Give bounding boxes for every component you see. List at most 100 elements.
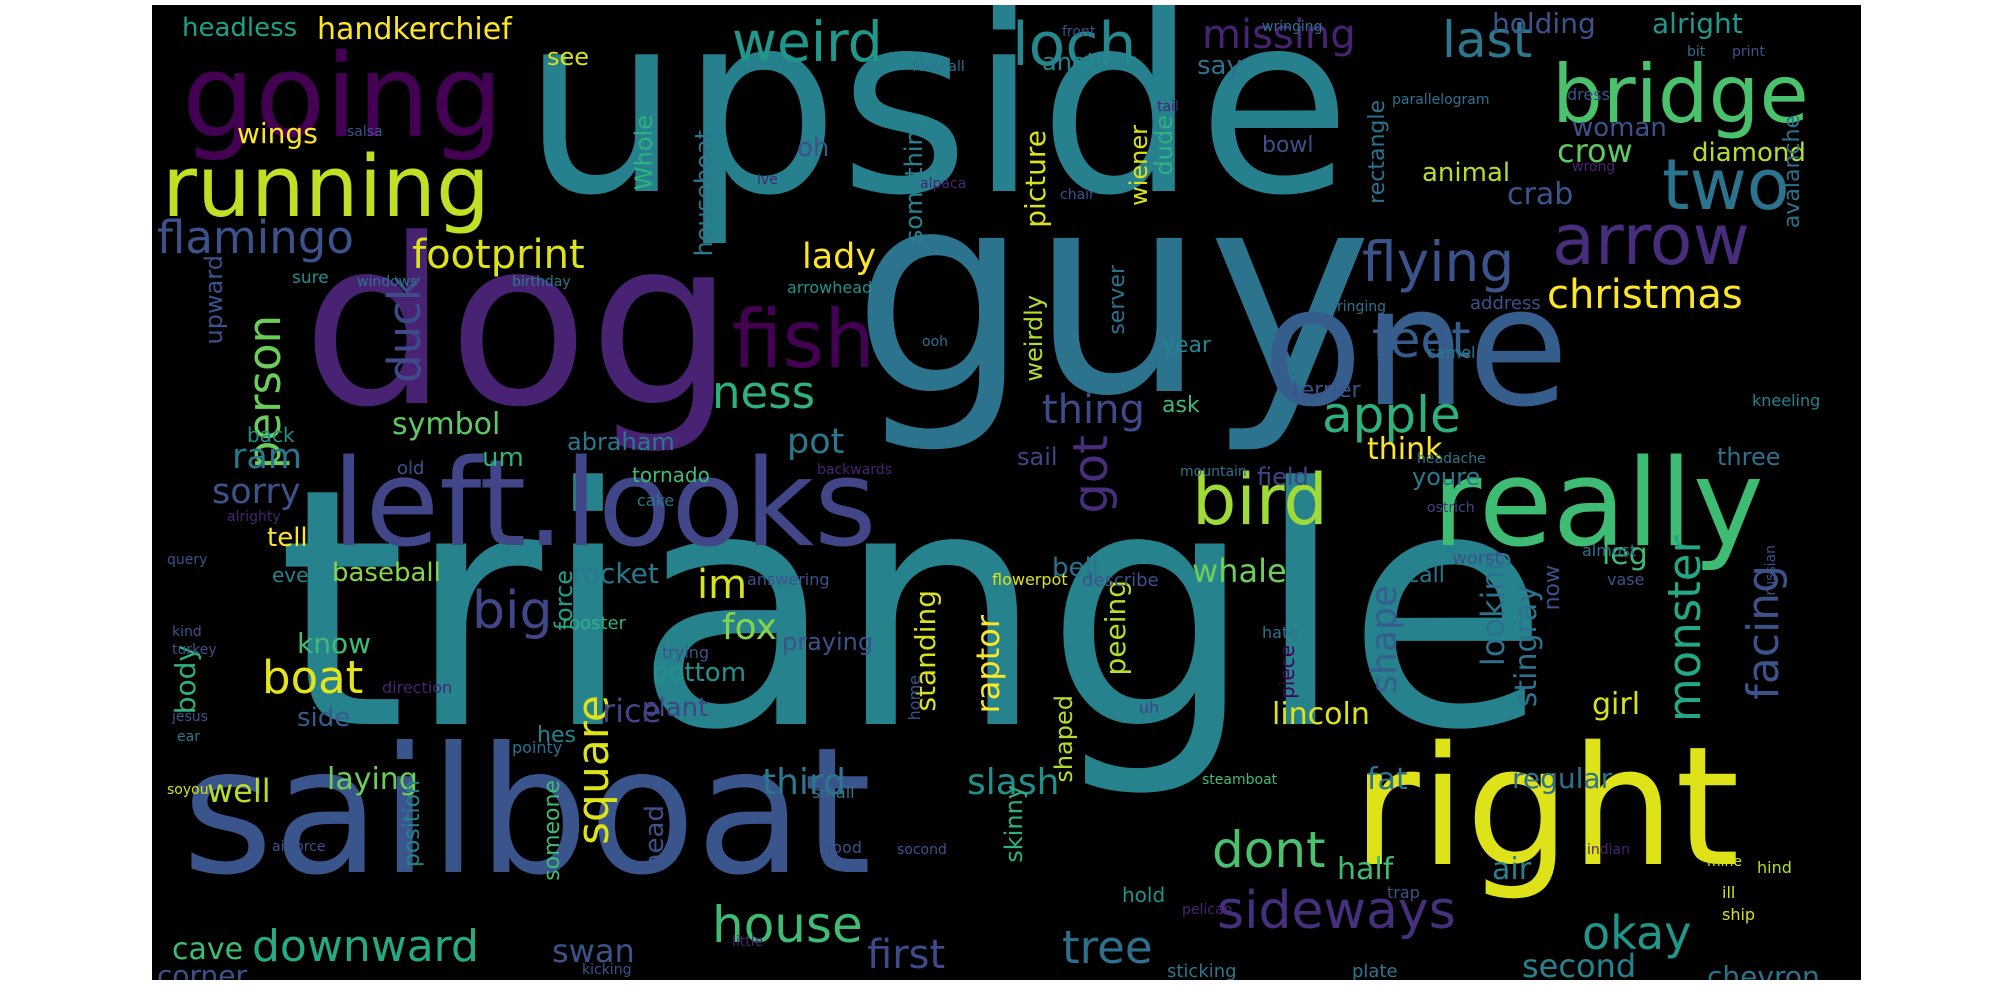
cloud-word: say [1197, 51, 1242, 81]
cloud-word: duck [378, 275, 431, 383]
cloud-word: apple [1322, 386, 1461, 444]
cloud-word: houseboat [690, 130, 718, 257]
cloud-word: bridge [1552, 48, 1809, 141]
cloud-word: bit [1687, 44, 1706, 60]
cloud-word: headache [1417, 451, 1486, 467]
cloud-word: someone [540, 780, 565, 881]
cloud-word: sure [292, 268, 329, 288]
cloud-word: fox [722, 607, 777, 648]
cloud-word: dress [1567, 85, 1610, 104]
cloud-word: piece [1275, 645, 1299, 699]
cloud-word: sorry [212, 472, 301, 512]
cloud-word: airforce [272, 839, 326, 855]
cloud-word: windows [357, 274, 418, 290]
cloud-word: describe [1082, 570, 1159, 591]
cloud-word: kneeling [1752, 391, 1821, 410]
cloud-word: swan [552, 932, 635, 970]
cloud-word: home [905, 675, 924, 721]
cloud-word: trying [662, 643, 710, 662]
cloud-word: symbol [392, 407, 501, 442]
cloud-word: head [640, 805, 670, 870]
cloud-word: regular [1512, 762, 1613, 795]
cloud-word: even [272, 563, 322, 587]
cloud-word: peeing [1099, 580, 1132, 676]
cloud-word: jesus [172, 709, 208, 725]
cloud-word: dont [1212, 821, 1326, 879]
cloud-word: print [1732, 44, 1765, 60]
cloud-word: side [297, 703, 351, 733]
cloud-word: bird [1192, 459, 1328, 541]
cloud-word: crab [1507, 177, 1574, 212]
cloud-word: wrong [1572, 159, 1616, 175]
cloud-word: first [867, 932, 946, 978]
cloud-word: guy [852, 132, 1373, 458]
cloud-word: server [1105, 265, 1130, 335]
cloud-word: front [1062, 24, 1096, 40]
cloud-word: ill [1722, 883, 1736, 902]
cloud-word: animal [1422, 158, 1511, 188]
cloud-word: plate [1352, 961, 1398, 981]
cloud-word: old [397, 458, 425, 479]
cloud-word: tail [1157, 99, 1179, 115]
cloud-word: answering [747, 570, 830, 589]
cloud-word: shaped [1050, 695, 1078, 783]
cloud-word: one [1262, 251, 1570, 443]
cloud-word: ness [712, 366, 816, 419]
cloud-word: laying [327, 762, 418, 797]
cloud-word: youre [1412, 463, 1481, 491]
cloud-word: boat [262, 651, 364, 704]
cloud-word: chevron [1707, 960, 1820, 981]
cloud-word: mine [1707, 854, 1743, 870]
cloud-word: alpaca [920, 176, 967, 192]
cloud-word: pointy [512, 738, 563, 757]
cloud-word: holding [1492, 7, 1596, 40]
cloud-word: big [472, 581, 553, 641]
cloud-word: back [247, 423, 295, 447]
cloud-word: monster [1658, 535, 1711, 723]
cloud-word: flowerpot [992, 570, 1068, 589]
cloud-word: woman [1572, 113, 1667, 143]
cloud-word: bell [1052, 553, 1099, 583]
cloud-word: hind [1757, 858, 1792, 877]
cloud-word: sailboat [182, 711, 872, 914]
cloud-word: picture [1019, 130, 1052, 228]
cloud-word: weird [732, 10, 883, 74]
cloud-word: air [1492, 852, 1532, 887]
cloud-word: headless [182, 13, 298, 43]
cloud-word: Whole [630, 115, 658, 191]
cloud-word: flamingo [157, 211, 354, 264]
cloud-word: shape [1364, 585, 1405, 694]
cloud-word: football [912, 59, 965, 75]
cloud-word: ram [232, 437, 302, 477]
cloud-word: rooster [562, 613, 626, 634]
cloud-word: hes [537, 723, 576, 748]
cloud-word: good [822, 838, 862, 857]
cloud-word: leg [1602, 537, 1648, 572]
cloud-word: russian [1763, 545, 1779, 596]
cloud-word: cave [172, 932, 244, 967]
cloud-word: ostrich [1427, 500, 1475, 516]
cloud-word: oh [797, 133, 830, 163]
cloud-word: running [162, 138, 491, 237]
cloud-word: girl [1592, 687, 1641, 722]
cloud-word: arrowhead [787, 278, 873, 297]
cloud-word: ive [757, 172, 778, 188]
cloud-word: uh [1139, 698, 1160, 717]
cloud-word: house [712, 896, 863, 954]
cloud-word: alrighty [227, 509, 281, 525]
cloud-word: ear [177, 729, 200, 745]
cloud-word: two [1662, 144, 1790, 226]
cloud-word: sail [1017, 443, 1058, 471]
cloud-word: indian [1587, 842, 1630, 858]
cloud-word: rocket [572, 557, 659, 590]
cloud-word: arrow [1552, 199, 1750, 281]
cloud-word: left.looks [332, 435, 877, 574]
cloud-word: handkerchief [317, 12, 512, 47]
cloud-word: call [1407, 563, 1445, 588]
cloud-word: terrier [1292, 378, 1361, 403]
cloud-word: three [1717, 443, 1781, 471]
cloud-word: sideways [1217, 881, 1456, 941]
cloud-word: loch [1012, 10, 1137, 80]
cloud-word: field [1257, 463, 1309, 491]
